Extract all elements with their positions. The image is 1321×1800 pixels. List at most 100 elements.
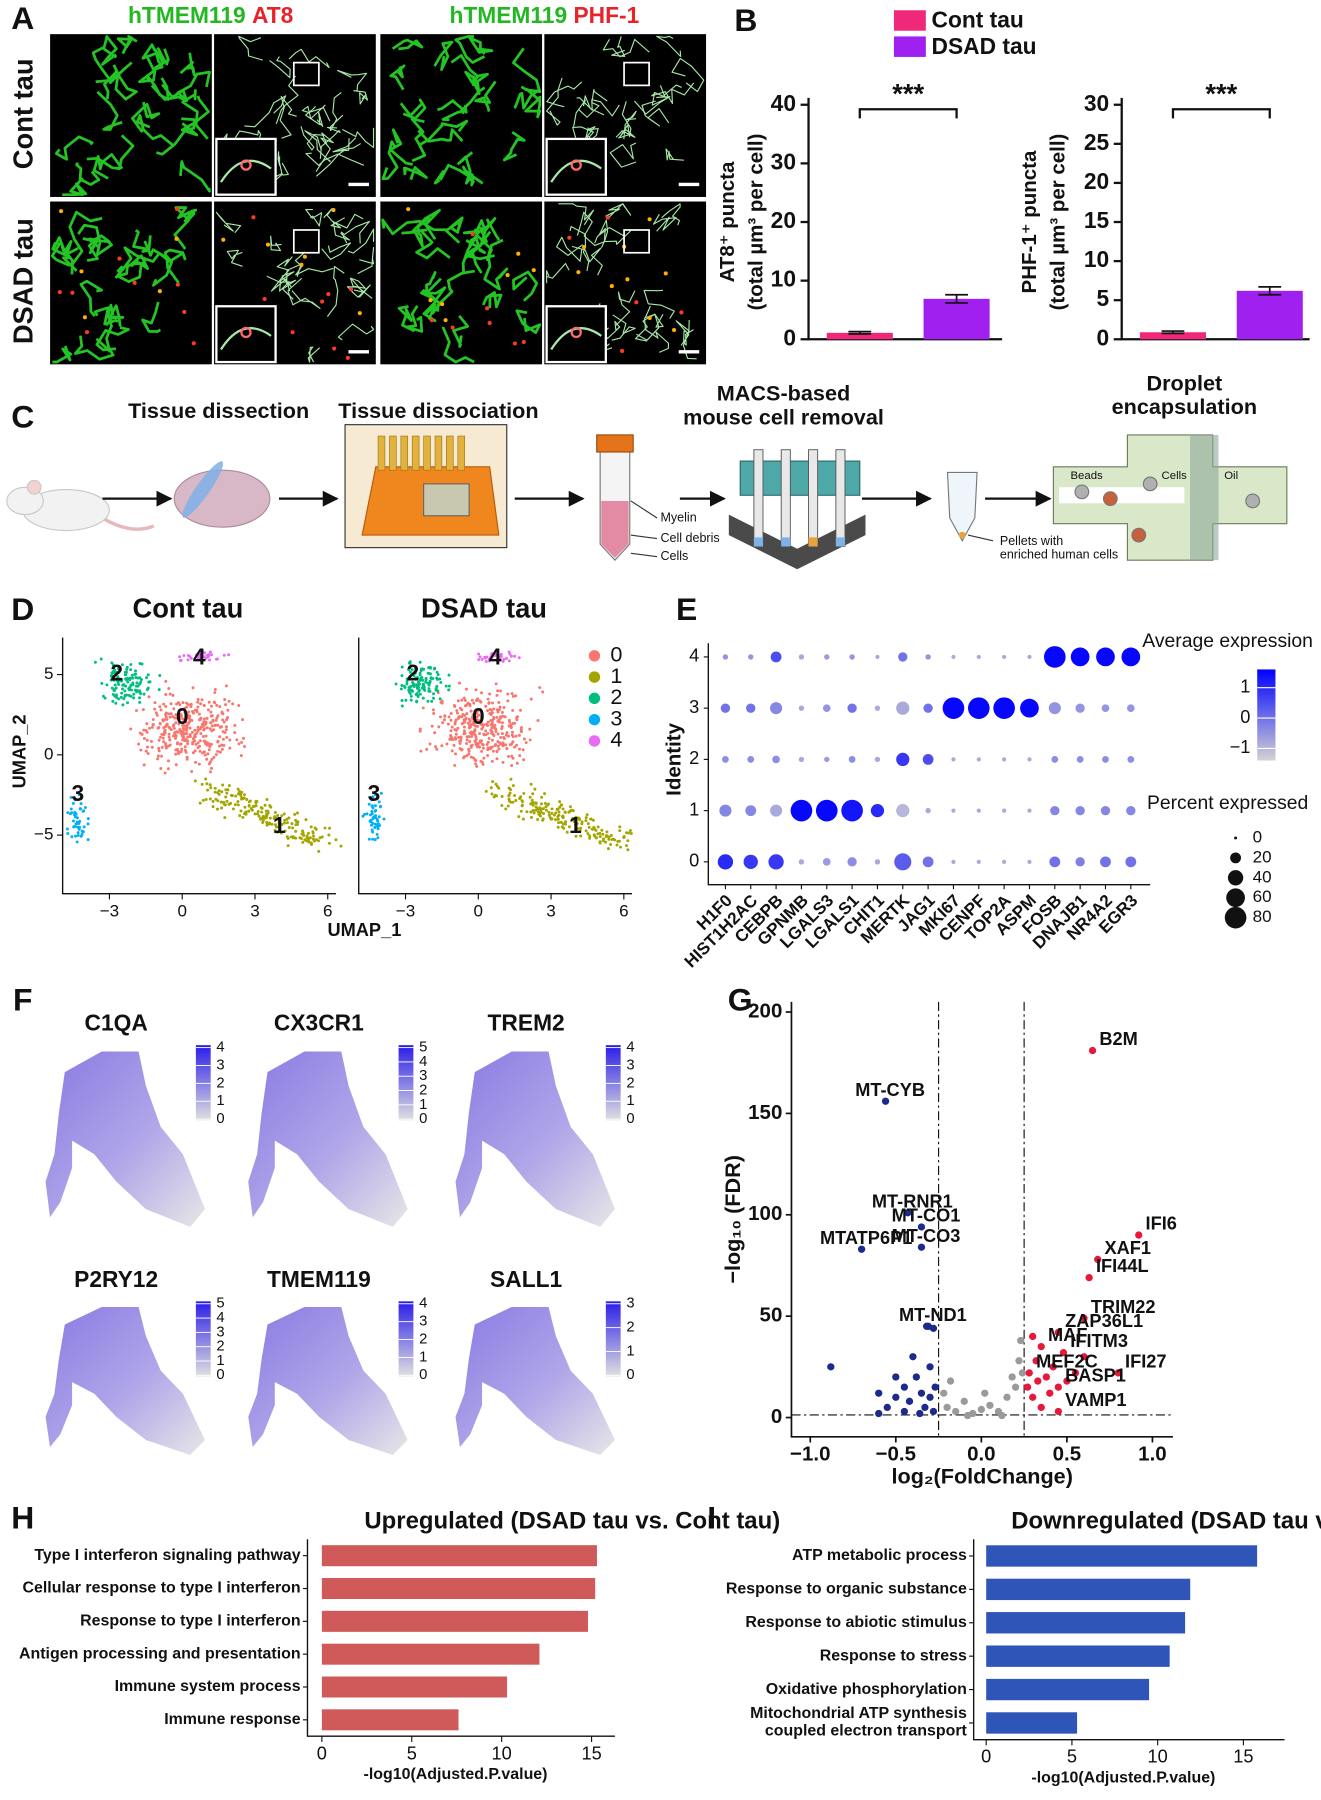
umap-cell xyxy=(427,687,431,691)
umap-cell xyxy=(504,743,508,747)
umap-cell xyxy=(189,705,193,709)
umap-cell xyxy=(190,730,194,734)
chip-channel xyxy=(1190,434,1219,561)
dot xyxy=(745,805,757,817)
umap-cell xyxy=(103,696,107,700)
umap-cell xyxy=(188,726,192,730)
microglia-process xyxy=(305,105,324,127)
c-tube xyxy=(377,435,386,471)
tau-puncta xyxy=(57,290,62,295)
point xyxy=(1054,1328,1062,1337)
umap-cell xyxy=(466,721,470,725)
umap-cell xyxy=(550,811,554,815)
umap-cell xyxy=(216,714,220,718)
umap-cell xyxy=(421,682,425,686)
umap-cell xyxy=(205,726,209,730)
umap-cell xyxy=(528,738,532,742)
umap-cell xyxy=(500,804,504,807)
umap-cell xyxy=(501,659,505,663)
umap-cell xyxy=(584,816,588,820)
umap-cell xyxy=(224,788,228,792)
umap-cell xyxy=(468,740,472,744)
umap-cell xyxy=(511,784,515,788)
blade xyxy=(182,461,224,518)
umap-cell xyxy=(435,670,439,674)
umap-cell xyxy=(204,797,208,801)
umap-cell xyxy=(370,798,374,802)
umap-cell xyxy=(618,829,622,833)
umap-cell xyxy=(122,697,126,701)
gene-name: P2RY12 xyxy=(74,1266,158,1292)
umap-cell xyxy=(202,717,206,721)
point xyxy=(986,1401,994,1410)
umap-cell xyxy=(74,834,77,838)
column-fluid xyxy=(835,537,845,547)
umap-cell xyxy=(228,738,232,742)
colorbar-label: 0 xyxy=(216,1367,224,1383)
umap-cell xyxy=(168,715,172,719)
x-tick-label: 15 xyxy=(1233,1747,1253,1767)
umap-cell xyxy=(116,667,120,671)
umap-cell xyxy=(453,704,457,708)
umap-cell xyxy=(421,678,425,682)
umap-cell xyxy=(203,651,207,655)
umap-cell xyxy=(547,810,551,814)
tau-puncta xyxy=(516,251,521,256)
umap-cell xyxy=(421,696,425,700)
umap-cell xyxy=(203,742,207,746)
axis-line xyxy=(358,637,633,895)
umap-cell xyxy=(441,721,445,725)
umap-cell xyxy=(542,811,546,815)
umap-cell xyxy=(156,754,160,758)
microglia-process xyxy=(326,265,345,317)
umap-cell xyxy=(161,736,165,740)
umap-cell xyxy=(167,686,171,690)
tau-puncta xyxy=(79,269,84,274)
x-tick-label: 5 xyxy=(1067,1747,1077,1767)
umap-cell xyxy=(373,809,377,813)
umap-cell xyxy=(178,655,182,659)
umap-cell xyxy=(293,812,297,816)
umap-cell xyxy=(93,660,97,664)
gene-name: CX3CR1 xyxy=(274,1010,364,1036)
microglia-process xyxy=(641,100,670,127)
umap-cell xyxy=(196,656,200,660)
umap-cell xyxy=(489,786,493,790)
colorbar-label: 3 xyxy=(419,1314,427,1330)
umap-cell xyxy=(459,736,463,740)
colorbar-label: 4 xyxy=(419,1296,427,1312)
channel-header: hTMEM119 PHF-1 xyxy=(449,2,639,28)
umap-cell xyxy=(162,702,166,706)
point xyxy=(1054,1383,1062,1391)
umap-cell xyxy=(605,834,609,838)
umap-cell xyxy=(223,816,227,820)
microglia-process xyxy=(656,35,682,58)
microglia-process xyxy=(411,208,441,240)
umap-cell xyxy=(402,684,406,688)
umap-cell xyxy=(544,808,548,812)
point xyxy=(1032,1357,1040,1365)
umap-cell xyxy=(446,722,450,726)
umap-cell xyxy=(66,832,70,835)
umap-cell xyxy=(482,756,486,760)
umap-cell xyxy=(562,826,566,830)
umap-cell xyxy=(123,670,127,674)
bar xyxy=(321,1709,459,1731)
umap-cell xyxy=(601,832,605,836)
microglia-process xyxy=(238,35,263,61)
umap-cell xyxy=(307,840,311,844)
umap-cell xyxy=(513,654,517,658)
point xyxy=(931,1383,939,1391)
umap-cell xyxy=(199,702,203,706)
umap-cell xyxy=(596,832,600,836)
umap-cell xyxy=(624,844,628,848)
microglia-process xyxy=(116,35,138,55)
colorbar-label: 1 xyxy=(626,1093,634,1109)
legend-swatch xyxy=(588,692,601,705)
umap-cell xyxy=(65,827,69,831)
umap-cell xyxy=(260,810,264,814)
umap-title: Cont tau xyxy=(133,592,244,623)
umap-cell xyxy=(135,681,139,685)
colorbar-label: 3 xyxy=(626,1296,634,1312)
umap-cell xyxy=(201,649,205,653)
